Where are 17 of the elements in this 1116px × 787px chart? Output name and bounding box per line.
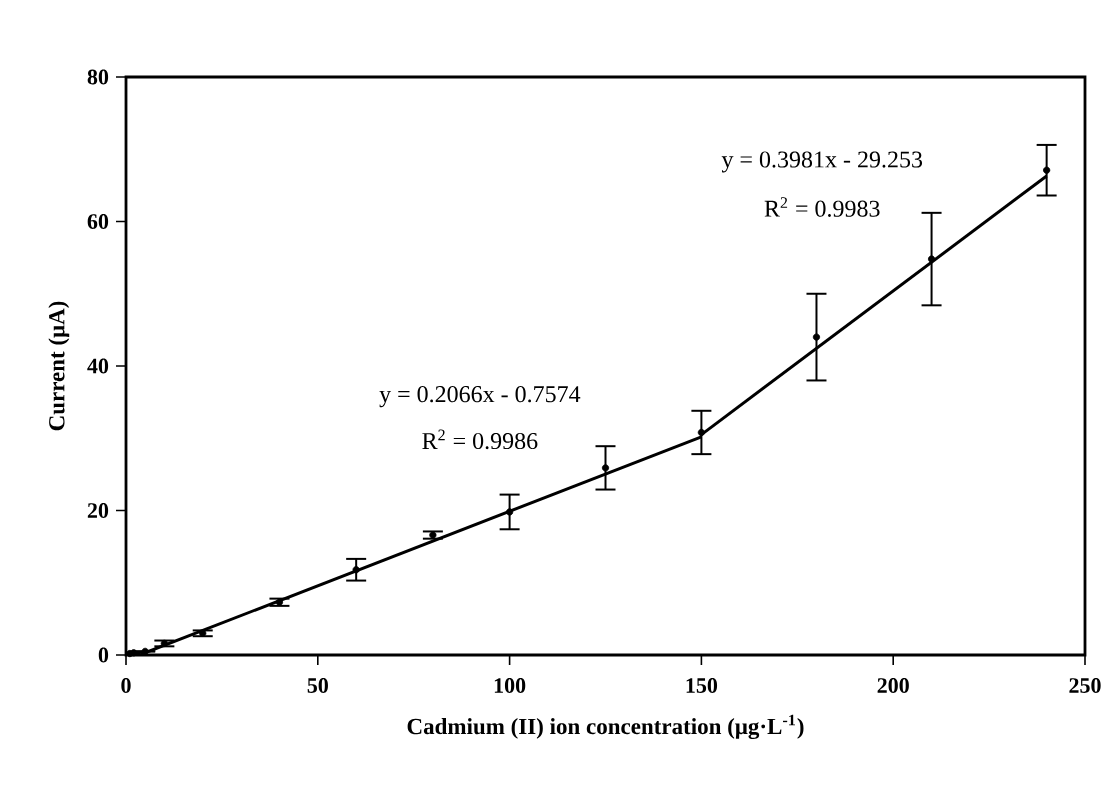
annotation: y = 0.2066x - 0.7574 xyxy=(379,386,581,408)
y-axis-title: Current (μA) xyxy=(48,301,70,431)
x-tick-label: 100 xyxy=(494,678,526,693)
annotation: R$^{2}$ = 0.9986 xyxy=(422,429,538,450)
x-axis-title: Cadmium (II) ion concentration (μg·L$^{-1}$) xyxy=(407,714,804,740)
x-tick-label: 50 xyxy=(307,678,328,693)
y-tick-label: 40 xyxy=(87,358,109,374)
x-tick-label: 150 xyxy=(686,678,718,693)
x-tick-label: 250 xyxy=(1069,678,1101,693)
x-tick-label: 0 xyxy=(121,678,131,693)
y-tick-label: 0 xyxy=(98,647,109,663)
y-tick-label: 80 xyxy=(87,69,109,85)
y-tick-label: 20 xyxy=(87,503,109,518)
annotation: R$^{2}$ = 0.9983 xyxy=(764,197,880,217)
x-tick-label: 200 xyxy=(877,678,909,693)
y-tick-label: 60 xyxy=(87,214,109,229)
annotation: y = 0.3981x - 29.253 xyxy=(721,151,923,173)
